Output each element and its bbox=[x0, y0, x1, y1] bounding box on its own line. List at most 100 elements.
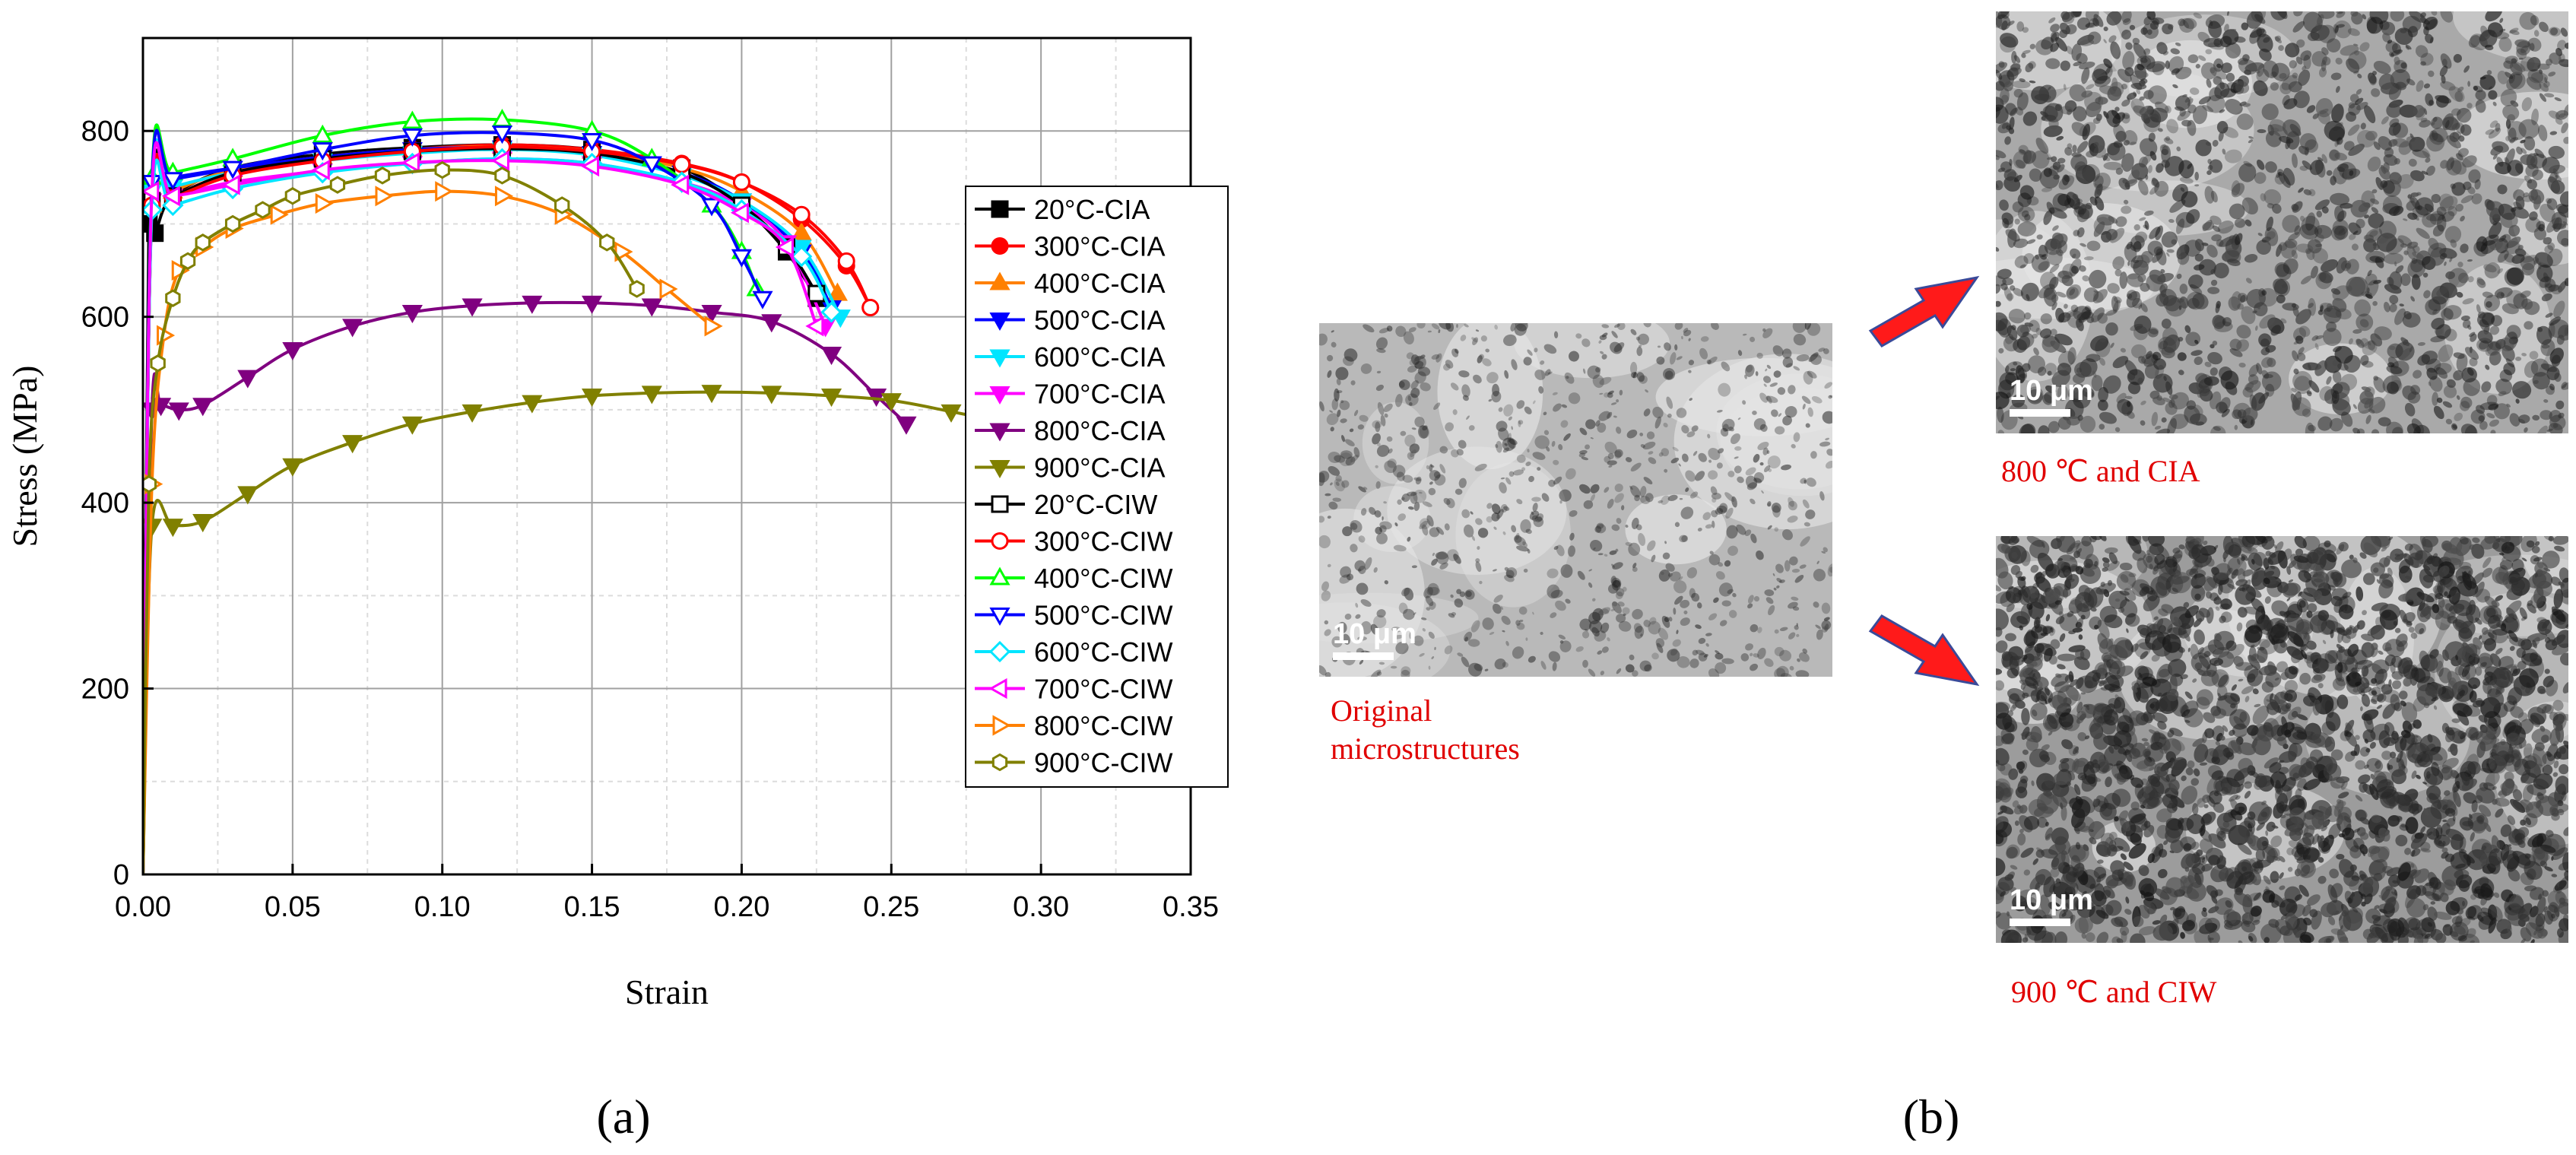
y-tick-label: 600 bbox=[81, 302, 129, 334]
data-point bbox=[861, 298, 880, 316]
x-axis-label: Strain bbox=[625, 973, 709, 1011]
data-point bbox=[641, 298, 662, 317]
legend-marker bbox=[989, 566, 1010, 585]
x-tick-label: 0.15 bbox=[564, 891, 620, 923]
legend-label: 500°C-CIA bbox=[1034, 305, 1165, 336]
data-point bbox=[342, 435, 363, 454]
legend-label: 800°C-CIA bbox=[1034, 415, 1165, 446]
data-point bbox=[255, 201, 271, 219]
legend-label: 900°C-CIA bbox=[1034, 452, 1165, 484]
data-point bbox=[329, 176, 346, 194]
data-point bbox=[435, 181, 454, 202]
data-point bbox=[284, 187, 301, 205]
legend-label: 400°C-CIW bbox=[1034, 563, 1172, 594]
data-point bbox=[374, 167, 391, 185]
series-layer bbox=[143, 109, 1022, 874]
micrograph-original-image bbox=[1319, 323, 1832, 677]
data-point bbox=[401, 110, 423, 129]
x-tick-label: 0.25 bbox=[863, 891, 919, 923]
data-point bbox=[192, 398, 214, 417]
y-tick-label: 400 bbox=[81, 487, 129, 519]
scale-bar bbox=[1333, 652, 1394, 660]
data-point bbox=[752, 290, 773, 309]
data-point bbox=[221, 174, 240, 195]
data-point bbox=[820, 347, 842, 366]
data-point bbox=[311, 159, 330, 181]
legend-marker bbox=[989, 349, 1010, 368]
caption-800-cia: 800 ℃ and CIA bbox=[2001, 454, 2200, 488]
caption-original: Original microstructures bbox=[1331, 693, 1520, 766]
data-point bbox=[522, 295, 543, 314]
data-point bbox=[312, 142, 333, 161]
legend-marker bbox=[988, 677, 1007, 700]
data-point bbox=[494, 167, 510, 185]
data-point bbox=[701, 385, 722, 404]
legend-marker bbox=[991, 532, 1009, 550]
x-tick-label: 0.00 bbox=[115, 891, 171, 923]
legend-entry: 300°C-CIA bbox=[975, 231, 1165, 262]
data-point bbox=[165, 289, 181, 307]
data-point bbox=[791, 246, 813, 268]
data-point bbox=[761, 386, 782, 405]
legend-marker bbox=[989, 460, 1010, 479]
data-point bbox=[581, 156, 600, 177]
data-point bbox=[673, 155, 691, 173]
data-point bbox=[837, 252, 855, 270]
legend-label: 600°C-CIA bbox=[1034, 341, 1165, 373]
series-300°C-CIW bbox=[143, 138, 880, 874]
data-point bbox=[731, 249, 752, 268]
legend-marker bbox=[991, 200, 1009, 218]
scale-label: 10 μm bbox=[1333, 618, 1416, 650]
data-point bbox=[582, 389, 603, 408]
caption-900-ciw: 900 ℃ and CIW bbox=[2011, 975, 2217, 1009]
data-point bbox=[342, 319, 363, 338]
legend-label: 700°C-CIW bbox=[1034, 674, 1172, 705]
data-point bbox=[490, 150, 509, 171]
data-point bbox=[401, 152, 420, 173]
x-tick-label: 0.05 bbox=[265, 891, 321, 923]
data-point bbox=[315, 192, 334, 214]
legend: 20°C-CIA 300°C-CIA 400°C-CIA 500°C-CIA 600°C… bbox=[965, 186, 1229, 788]
x-tick-label: 0.10 bbox=[414, 891, 471, 923]
series-line bbox=[143, 300, 908, 874]
data-point bbox=[704, 316, 723, 337]
legend-marker bbox=[992, 715, 1011, 736]
stress-strain-chart: 0.00 0.05 0.10 0.15 0.20 0.25 0.30 0.35 0 200 400 6… bbox=[5, 36, 1229, 1144]
legend-entry: 500°C-CIA bbox=[975, 305, 1165, 336]
scale-bar bbox=[2010, 409, 2070, 417]
legend-marker bbox=[989, 423, 1010, 442]
data-point bbox=[732, 173, 750, 191]
data-point bbox=[820, 389, 842, 408]
legend-entry: 800°C-CIA bbox=[975, 415, 1165, 446]
legend-label: 500°C-CIW bbox=[1034, 600, 1172, 631]
data-point bbox=[805, 316, 824, 337]
data-point bbox=[494, 186, 514, 207]
data-point bbox=[730, 202, 749, 224]
data-point bbox=[641, 156, 662, 175]
arrow-down-right-icon bbox=[1868, 614, 1980, 687]
data-point bbox=[143, 181, 160, 202]
legend-label: 300°C-CIW bbox=[1034, 526, 1172, 557]
data-point bbox=[162, 172, 183, 191]
legend-entry: 600°C-CIA bbox=[975, 341, 1165, 373]
y-axis-label: Stress (MPa) bbox=[5, 366, 44, 547]
series-20°C-CIW bbox=[143, 139, 826, 874]
series-line bbox=[143, 141, 818, 874]
legend-entry: 400°C-CIW bbox=[975, 563, 1172, 594]
series-900°C-CIW bbox=[143, 160, 645, 874]
legend-marker bbox=[991, 237, 1009, 255]
scale-bar bbox=[2010, 919, 2070, 926]
legend-label: 20°C-CIW bbox=[1034, 489, 1157, 520]
data-point bbox=[168, 402, 189, 421]
data-point bbox=[792, 205, 811, 224]
series-line bbox=[143, 143, 872, 874]
data-point bbox=[820, 301, 842, 323]
legend-marker bbox=[989, 313, 1010, 332]
legend-marker bbox=[991, 753, 1008, 772]
data-point bbox=[701, 198, 722, 217]
legend-marker bbox=[989, 271, 1010, 290]
data-point bbox=[312, 124, 333, 143]
series-700°C-CIW bbox=[143, 141, 824, 874]
data-point bbox=[462, 404, 483, 423]
series-700°C-CIA bbox=[143, 148, 836, 874]
